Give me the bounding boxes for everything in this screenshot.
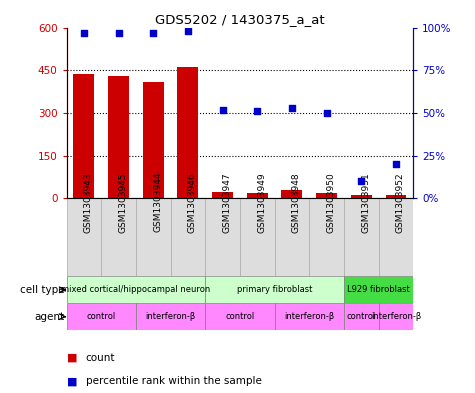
Bar <box>66 303 136 330</box>
Text: primary fibroblast: primary fibroblast <box>237 285 312 294</box>
Bar <box>108 76 129 198</box>
Text: GSM1303950: GSM1303950 <box>327 172 335 233</box>
Bar <box>178 67 198 198</box>
Text: interferon-β: interferon-β <box>145 312 196 321</box>
Text: ■: ■ <box>66 376 77 386</box>
Point <box>288 105 295 111</box>
Point <box>184 28 192 34</box>
Text: L929 fibroblast: L929 fibroblast <box>347 285 410 294</box>
Bar <box>351 195 371 198</box>
Bar <box>101 198 136 276</box>
Bar <box>205 198 240 276</box>
Bar <box>205 303 275 330</box>
Point <box>254 108 261 114</box>
Bar <box>171 198 205 276</box>
Bar <box>247 193 267 198</box>
Bar <box>66 198 101 276</box>
Point <box>323 110 331 116</box>
Text: count: count <box>86 353 115 363</box>
Bar <box>74 75 94 198</box>
Text: ■: ■ <box>66 353 77 363</box>
Bar <box>136 198 171 276</box>
Bar <box>205 276 344 303</box>
Point <box>218 107 227 113</box>
Bar <box>316 193 337 198</box>
Title: GDS5202 / 1430375_a_at: GDS5202 / 1430375_a_at <box>155 13 325 26</box>
Point <box>149 29 157 36</box>
Bar <box>275 198 309 276</box>
Point <box>80 29 88 36</box>
Bar <box>275 303 344 330</box>
Text: GSM1303948: GSM1303948 <box>292 172 301 233</box>
Bar <box>66 276 205 303</box>
Bar <box>344 198 379 276</box>
Text: control: control <box>86 312 116 321</box>
Point <box>392 161 400 167</box>
Bar <box>282 190 302 198</box>
Text: mixed cortical/hippocampal neuron: mixed cortical/hippocampal neuron <box>61 285 210 294</box>
Text: GSM1303949: GSM1303949 <box>257 172 266 233</box>
Bar <box>240 198 275 276</box>
Text: GSM1303946: GSM1303946 <box>188 172 197 233</box>
Text: GSM1303943: GSM1303943 <box>84 172 93 233</box>
Text: control: control <box>347 312 376 321</box>
Text: agent: agent <box>35 312 65 322</box>
Bar <box>143 82 163 198</box>
Point <box>115 29 123 36</box>
Text: GSM1303945: GSM1303945 <box>119 172 127 233</box>
Text: cell type: cell type <box>20 285 65 295</box>
Text: GSM1303947: GSM1303947 <box>222 172 231 233</box>
Text: interferon-β: interferon-β <box>371 312 421 321</box>
Bar <box>379 303 413 330</box>
Text: control: control <box>225 312 255 321</box>
Text: GSM1303944: GSM1303944 <box>153 172 162 233</box>
Bar <box>344 276 413 303</box>
Bar <box>309 198 344 276</box>
Bar <box>212 192 233 198</box>
Text: percentile rank within the sample: percentile rank within the sample <box>86 376 261 386</box>
Text: GSM1303952: GSM1303952 <box>396 172 405 233</box>
Bar <box>386 195 406 198</box>
Text: interferon-β: interferon-β <box>284 312 334 321</box>
Bar <box>344 303 379 330</box>
Bar <box>136 303 205 330</box>
Bar <box>379 198 413 276</box>
Point <box>358 178 365 184</box>
Text: GSM1303951: GSM1303951 <box>361 172 370 233</box>
